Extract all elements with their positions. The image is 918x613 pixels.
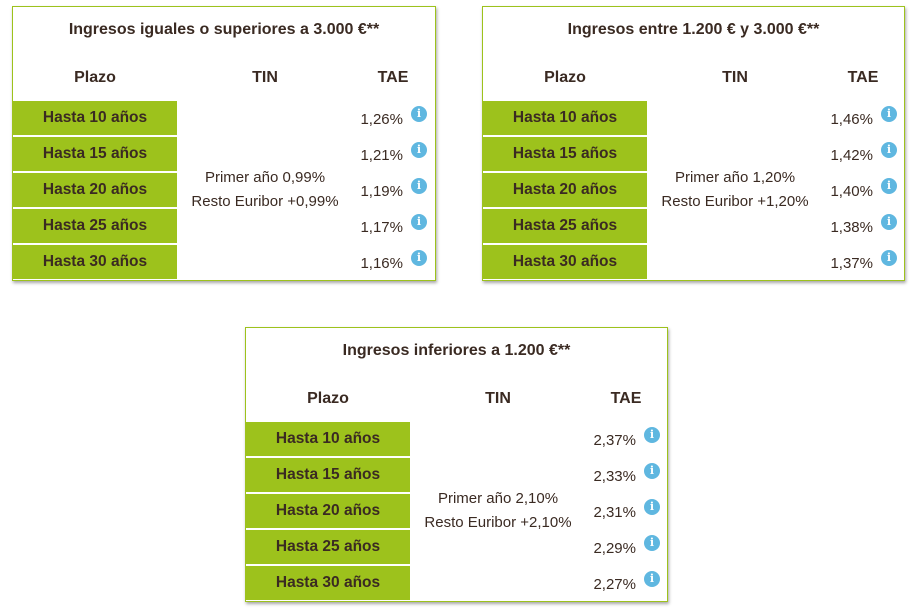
tae-row: 1,46% i [807,101,897,137]
tae-value: 2,33% [593,467,636,485]
tae-row: 1,17% i [337,209,427,245]
header-tin: TIN [722,69,748,86]
info-icon[interactable]: i [644,427,660,443]
tin-cell: Primer año 0,99% Resto Euribor +0,99% [177,101,353,279]
tin-rest: Resto Euribor +1,20% [661,193,809,210]
info-icon[interactable]: i [881,214,897,230]
tae-value: 2,31% [593,503,636,521]
table-title: Ingresos iguales o superiores a 3.000 €*… [68,21,380,38]
info-icon[interactable]: i [881,250,897,266]
tae-value: 1,17% [360,218,403,236]
tae-value: 1,38% [830,218,873,236]
tae-value: 2,27% [593,575,636,593]
plazo-row: Hasta 30 años [246,566,410,600]
header-tae: TAE [610,390,642,407]
tae-value: 1,26% [360,110,403,128]
rate-table-mid-income: Ingresos entre 1.200 € y 3.000 €** Plazo… [482,6,905,281]
tae-row: 2,33% i [570,458,660,494]
tae-row: 2,31% i [570,494,660,530]
header-plazo: Plazo [74,69,116,86]
plazo-row: Hasta 30 años [13,245,177,279]
info-icon[interactable]: i [411,214,427,230]
header-plazo: Plazo [544,69,586,86]
tin-first-year: Primer año 2,10% [437,490,559,507]
plazo-row: Hasta 30 años [483,245,647,279]
tae-row: 1,42% i [807,137,897,173]
tae-row: 2,29% i [570,530,660,566]
info-icon[interactable]: i [644,571,660,587]
tae-row: 1,21% i [337,137,427,173]
tae-value: 2,29% [593,539,636,557]
info-icon[interactable]: i [881,142,897,158]
info-icon[interactable]: i [411,250,427,266]
header-plazo: Plazo [307,390,349,407]
header-tin: TIN [485,390,511,407]
tae-value: 1,16% [360,254,403,272]
header-tae: TAE [847,69,879,86]
info-icon[interactable]: i [411,142,427,158]
plazo-row: Hasta 15 años [13,137,177,171]
info-icon[interactable]: i [881,106,897,122]
plazo-row: Hasta 25 años [13,209,177,243]
info-icon[interactable]: i [644,463,660,479]
plazo-row: Hasta 15 años [483,137,647,171]
plazo-row: Hasta 10 años [246,422,410,456]
info-icon[interactable]: i [644,499,660,515]
plazo-row: Hasta 20 años [246,494,410,528]
tae-row: 2,27% i [570,566,660,602]
tae-row: 1,16% i [337,245,427,281]
plazo-row: Hasta 15 años [246,458,410,492]
plazo-column: Hasta 10 años Hasta 15 años Hasta 20 año… [13,101,177,281]
tin-first-year: Primer año 1,20% [674,169,796,186]
tae-value: 1,37% [830,254,873,272]
header-tae: TAE [377,69,409,86]
tae-row: 1,40% i [807,173,897,209]
plazo-row: Hasta 25 años [483,209,647,243]
tin-cell: Primer año 2,10% Resto Euribor +2,10% [410,422,586,600]
rate-table-low-income: Ingresos inferiores a 1.200 €** Plazo TI… [245,327,668,602]
plazo-column: Hasta 10 años Hasta 15 años Hasta 20 año… [483,101,647,281]
info-icon[interactable]: i [644,535,660,551]
tae-row: 1,37% i [807,245,897,281]
tin-first-year: Primer año 0,99% [204,169,326,186]
tae-value: 1,19% [360,182,403,200]
tin-rest: Resto Euribor +2,10% [424,514,572,531]
tae-value: 2,37% [593,431,636,449]
plazo-row: Hasta 20 años [483,173,647,207]
plazo-row: Hasta 20 años [13,173,177,207]
tin-rest: Resto Euribor +0,99% [191,193,339,210]
tae-value: 1,42% [830,146,873,164]
tae-column: 2,37% i 2,33% i 2,31% i 2,29% i 2,27% i [570,422,660,602]
plazo-row: Hasta 10 años [483,101,647,135]
tae-row: 1,38% i [807,209,897,245]
table-title: Ingresos entre 1.200 € y 3.000 €** [567,21,820,38]
tae-column: 1,26% i 1,21% i 1,19% i 1,17% i 1,16% i [337,101,427,281]
tae-row: 1,26% i [337,101,427,137]
tae-column: 1,46% i 1,42% i 1,40% i 1,38% i 1,37% i [807,101,897,281]
plazo-row: Hasta 25 años [246,530,410,564]
tae-row: 1,19% i [337,173,427,209]
tae-value: 1,46% [830,110,873,128]
tae-value: 1,40% [830,182,873,200]
rate-table-high-income: Ingresos iguales o superiores a 3.000 €*… [12,6,436,281]
plazo-row: Hasta 10 años [13,101,177,135]
info-icon[interactable]: i [411,178,427,194]
plazo-column: Hasta 10 años Hasta 15 años Hasta 20 año… [246,422,410,602]
tae-value: 1,21% [360,146,403,164]
info-icon[interactable]: i [881,178,897,194]
table-title: Ingresos inferiores a 1.200 €** [342,342,571,359]
header-tin: TIN [252,69,278,86]
tae-row: 2,37% i [570,422,660,458]
info-icon[interactable]: i [411,106,427,122]
tin-cell: Primer año 1,20% Resto Euribor +1,20% [647,101,823,279]
